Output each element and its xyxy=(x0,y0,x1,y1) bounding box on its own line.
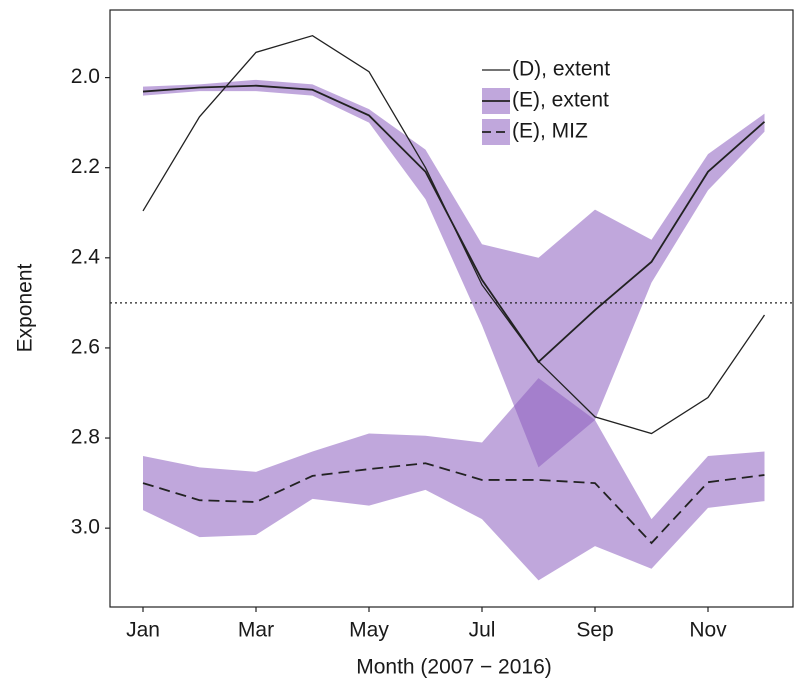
y-tick-label: 2.6 xyxy=(71,335,100,358)
x-tick-label: Jan xyxy=(126,619,160,642)
x-tick-label: Mar xyxy=(238,619,274,642)
series-line xyxy=(142,462,765,545)
legend-label: (E), extent xyxy=(512,89,609,112)
series-line xyxy=(142,84,766,364)
y-tick-label: 2.2 xyxy=(71,155,100,178)
y-tick-label: 2.8 xyxy=(71,426,100,449)
y-tick-label: 2.0 xyxy=(71,65,100,88)
band xyxy=(143,79,765,468)
legend-label: (D), extent xyxy=(512,58,610,81)
x-tick-label: Nov xyxy=(689,619,727,642)
x-tick-label: Sep xyxy=(576,619,613,642)
y-axis-title: Exponent xyxy=(14,263,37,352)
band xyxy=(143,378,765,581)
x-axis-title: Month (2007 − 2016) xyxy=(356,656,552,679)
y-tick-label: 2.4 xyxy=(71,245,101,268)
legend-label: (E), MIZ xyxy=(512,120,588,143)
y-tick-label: 3.0 xyxy=(71,516,100,539)
plot-frame xyxy=(109,9,794,608)
x-tick-label: Jul xyxy=(469,619,496,642)
x-tick-label: May xyxy=(349,619,389,642)
